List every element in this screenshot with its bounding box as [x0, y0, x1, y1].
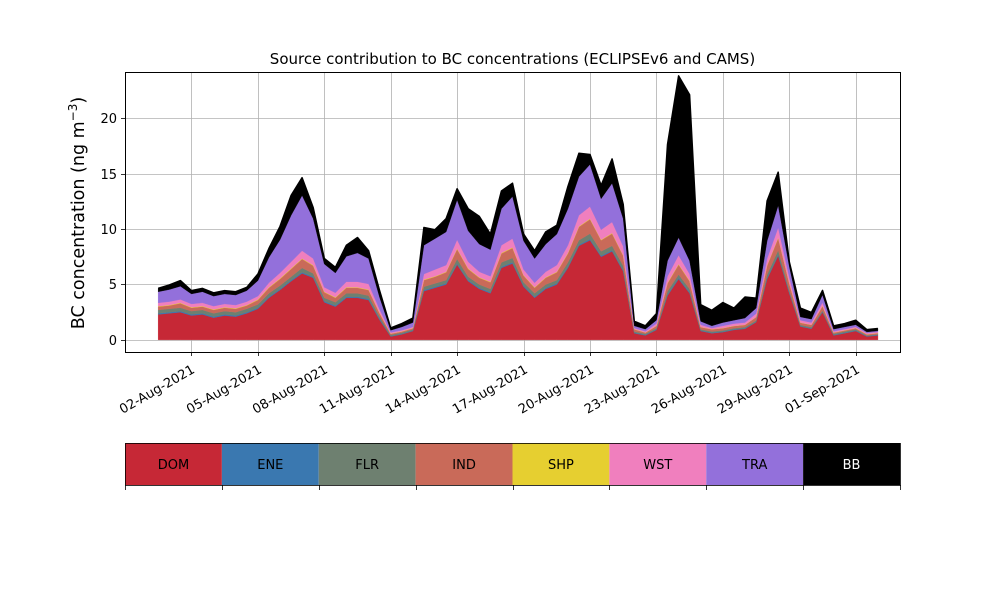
- legend-swatch-tra: [706, 443, 804, 485]
- legend-swatch-flr: [318, 443, 416, 485]
- total-outline: [157, 75, 878, 331]
- plot-frame: [125, 72, 901, 353]
- legend-label-ene: ENE: [257, 458, 283, 473]
- legend-swatch-shp: [512, 443, 610, 485]
- legend-label-bb: BB: [843, 458, 861, 473]
- legend-label-wst: WST: [643, 458, 672, 473]
- y-axis-ticks: 0 5 10 15 20: [100, 112, 125, 349]
- y-tick-label: 20: [100, 112, 117, 127]
- y-tick-label: 10: [100, 223, 117, 238]
- y-tick-label: 5: [109, 278, 117, 293]
- legend-label-shp: SHP: [548, 458, 574, 473]
- legend-swatch-wst: [609, 443, 707, 485]
- legend-swatch-dom: [125, 443, 222, 485]
- legend-swatch-ene: [221, 443, 319, 485]
- legend-label-dom: DOM: [158, 458, 189, 473]
- legend-swatch-ind: [415, 443, 513, 485]
- legend-frame: [125, 443, 901, 486]
- legend-colorbar: DOM ENE FLR IND SHP WST TRA BB: [125, 443, 901, 490]
- y-axis-label: BC concentration (ng m−3): [66, 97, 89, 329]
- legend-label-ind: IND: [452, 458, 476, 473]
- legend-swatch-bb: [803, 443, 900, 485]
- y-tick-label: 0: [109, 334, 117, 349]
- chart-title: Source contribution to BC concentrations…: [270, 50, 755, 68]
- y-tick-label: 15: [100, 168, 117, 183]
- legend-label-tra: TRA: [741, 458, 767, 473]
- stacked-areas: [157, 75, 879, 340]
- legend-label-flr: FLR: [355, 458, 379, 473]
